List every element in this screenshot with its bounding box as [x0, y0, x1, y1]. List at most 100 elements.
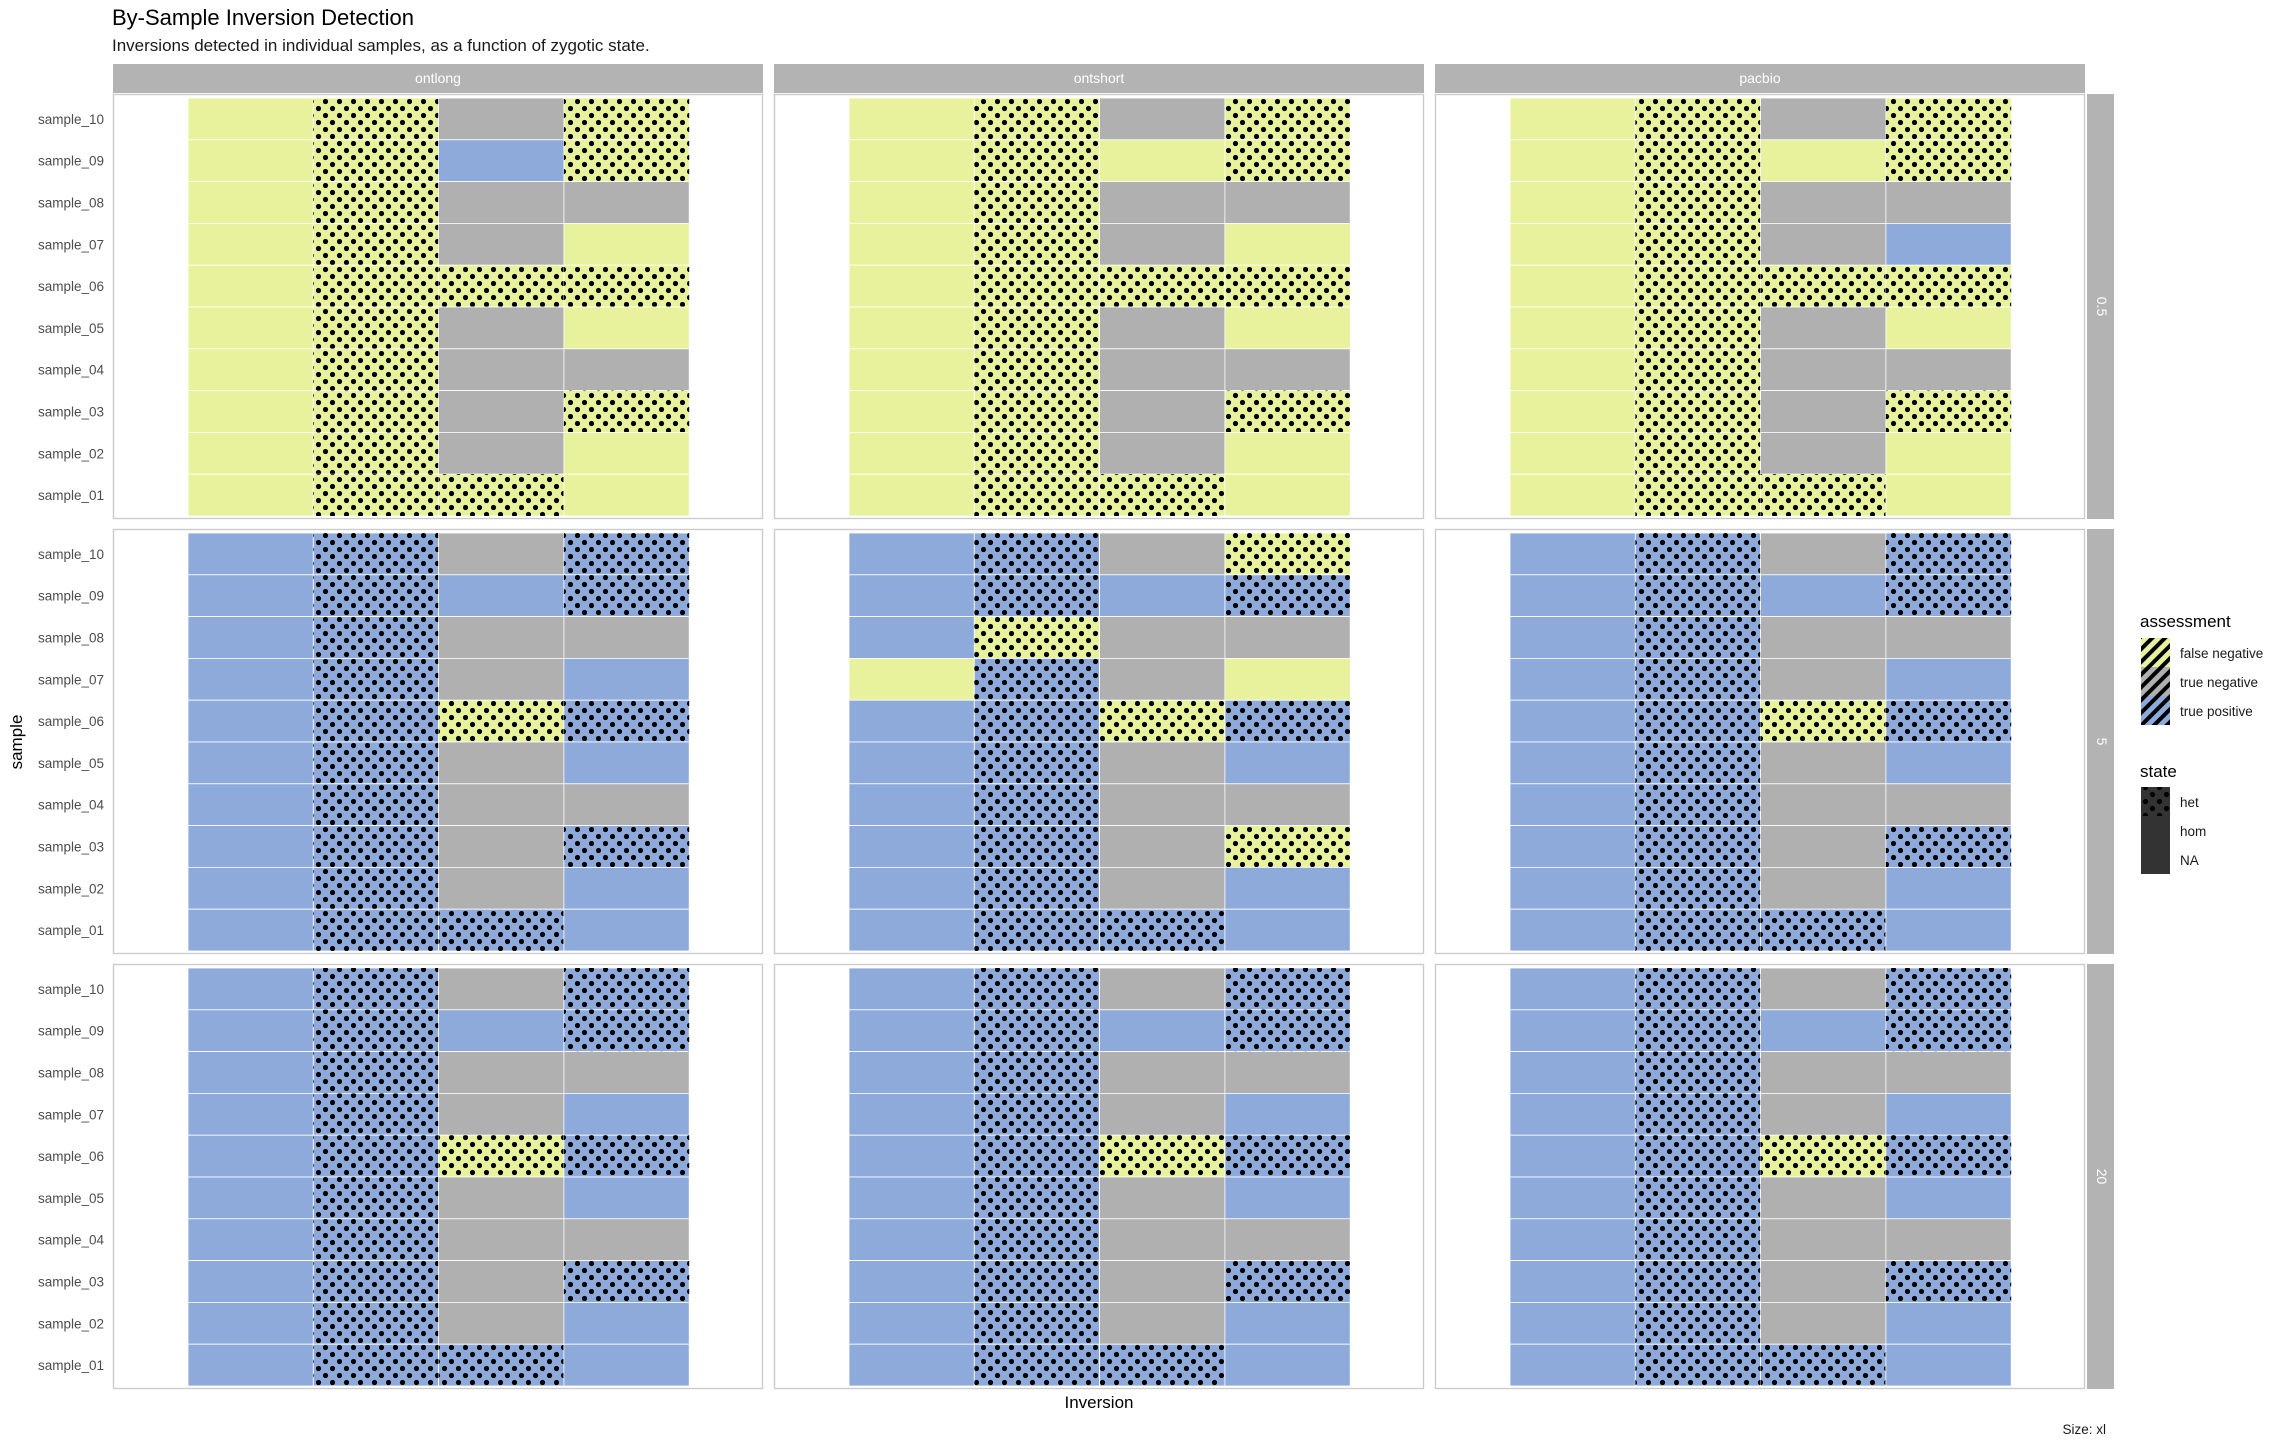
tile-ontshort-20-sample_08-inv1	[848, 1051, 975, 1094]
tile-ontshort-20-sample_01-inv1	[848, 1343, 975, 1387]
tile-het-pattern	[313, 432, 439, 475]
tile-het-pattern	[974, 783, 1100, 826]
tile-het-pattern	[974, 181, 1100, 224]
tile-ontshort-5-sample_03-inv1	[848, 825, 975, 868]
tile-het-pattern	[1760, 909, 1886, 951]
strip-label-0.5: 0.5	[2094, 297, 2110, 317]
tile-pacbio-20-sample_03-inv1	[1509, 1260, 1636, 1303]
tile-ontshort-0.5-sample_04-inv4	[1224, 348, 1351, 391]
tile-het-pattern	[313, 348, 439, 391]
legend-title-assessment: assessment	[2140, 612, 2231, 631]
tile-ontshort-5-sample_09-inv3	[1099, 574, 1226, 617]
tile-pacbio-20-sample_07-inv4	[1885, 1093, 2012, 1136]
tile-pacbio-0.5-sample_09-inv1	[1509, 139, 1636, 183]
tile-ontshort-0.5-sample_03-inv3	[1099, 390, 1226, 433]
tile-het-pattern	[974, 1009, 1100, 1052]
tile-ontlong-0.5-sample_08-inv4	[563, 181, 690, 224]
tile-ontlong-5-sample_04-inv4	[563, 783, 690, 826]
tile-ontlong-5-sample_08-inv4	[563, 616, 690, 659]
tile-pacbio-20-sample_05-inv4	[1885, 1176, 2012, 1220]
tile-pacbio-20-sample_02-inv4	[1885, 1302, 2012, 1345]
tile-ontlong-0.5-sample_05-inv4	[563, 306, 690, 350]
tile-het-pattern	[1885, 700, 2012, 742]
tile-het-pattern	[1885, 98, 2012, 140]
tile-ontlong-20-sample_08-inv1	[187, 1051, 314, 1094]
tile-pacbio-5-sample_07-inv1	[1509, 658, 1636, 701]
tile-ontlong-5-sample_09-inv1	[187, 574, 314, 617]
tile-het-pattern	[563, 533, 690, 575]
tile-ontshort-20-sample_10-inv1	[848, 967, 975, 1011]
tile-pacbio-0.5-sample_10-inv1	[1509, 97, 1636, 141]
tile-ontshort-20-sample_05-inv3	[1099, 1176, 1226, 1220]
tile-ontlong-20-sample_10-inv3	[438, 967, 565, 1011]
y-tick-label: sample_01	[38, 488, 104, 503]
tile-ontshort-0.5-sample_01-inv4	[1224, 473, 1351, 517]
tile-pacbio-5-sample_01-inv1	[1509, 908, 1636, 952]
tile-ontlong-5-sample_10-inv1	[187, 532, 314, 576]
tile-het-pattern	[1635, 348, 1761, 391]
legend-key-pattern	[2141, 696, 2170, 725]
y-tick-label: sample_03	[38, 840, 104, 855]
tile-ontlong-0.5-sample_02-inv3	[438, 431, 565, 475]
tile-ontlong-20-sample_08-inv3	[438, 1051, 565, 1094]
tile-ontshort-0.5-sample_08-inv3	[1099, 181, 1226, 224]
y-tick-label: sample_03	[38, 405, 104, 420]
tile-het-pattern	[974, 348, 1100, 391]
tile-ontlong-5-sample_05-inv1	[187, 741, 314, 785]
tile-het-pattern	[313, 825, 439, 868]
tile-het-pattern	[1099, 474, 1225, 516]
tile-het-pattern	[1224, 139, 1351, 182]
tile-ontlong-0.5-sample_05-inv3	[438, 306, 565, 350]
y-tick-label: sample_02	[38, 446, 104, 461]
tile-ontshort-5-sample_09-inv1	[848, 574, 975, 617]
tile-pacbio-0.5-sample_02-inv4	[1885, 431, 2012, 475]
tile-pacbio-0.5-sample_09-inv3	[1760, 139, 1887, 183]
tile-het-pattern	[1635, 432, 1761, 475]
tile-pacbio-20-sample_08-inv4	[1885, 1051, 2012, 1094]
tile-het-pattern	[1224, 825, 1351, 868]
tile-het-pattern	[563, 390, 690, 433]
tile-het-pattern	[1760, 700, 1886, 742]
tile-het-pattern	[974, 1135, 1100, 1177]
tile-pacbio-0.5-sample_02-inv3	[1760, 431, 1887, 475]
tile-ontlong-0.5-sample_03-inv3	[438, 390, 565, 433]
tile-het-pattern	[313, 1051, 439, 1094]
tile-ontshort-0.5-sample_05-inv3	[1099, 306, 1226, 350]
tile-het-pattern	[974, 1260, 1100, 1303]
tile-ontshort-0.5-sample_10-inv3	[1099, 97, 1226, 141]
tile-ontlong-20-sample_04-inv3	[438, 1218, 565, 1262]
tile-het-pattern	[313, 1009, 439, 1052]
tile-het-pattern	[1635, 223, 1761, 266]
tile-ontshort-20-sample_02-inv4	[1224, 1302, 1351, 1345]
tile-ontshort-5-sample_02-inv4	[1224, 867, 1351, 910]
tile-pacbio-0.5-sample_04-inv3	[1760, 348, 1887, 391]
tile-pacbio-20-sample_01-inv1	[1509, 1343, 1636, 1387]
tile-pacbio-5-sample_07-inv3	[1760, 658, 1887, 701]
tile-ontshort-5-sample_08-inv1	[848, 616, 975, 659]
tile-ontshort-20-sample_08-inv4	[1224, 1051, 1351, 1094]
tile-ontlong-20-sample_03-inv3	[438, 1260, 565, 1303]
legend-label-hom: hom	[2180, 824, 2206, 839]
tile-ontlong-0.5-sample_04-inv3	[438, 348, 565, 391]
tile-ontshort-0.5-sample_08-inv4	[1224, 181, 1351, 224]
tile-het-pattern	[313, 1135, 439, 1177]
tile-pacbio-20-sample_05-inv1	[1509, 1176, 1636, 1220]
tile-ontshort-20-sample_04-inv1	[848, 1218, 975, 1262]
tile-ontshort-20-sample_04-inv4	[1224, 1218, 1351, 1262]
tile-het-pattern	[974, 390, 1100, 433]
tile-het-pattern	[563, 1135, 690, 1177]
tile-het-pattern	[974, 307, 1100, 349]
tile-ontlong-0.5-sample_04-inv4	[563, 348, 690, 391]
tile-het-pattern	[313, 1093, 439, 1136]
tile-ontlong-20-sample_10-inv1	[187, 967, 314, 1011]
tile-pacbio-20-sample_01-inv4	[1885, 1343, 2012, 1387]
tile-ontshort-0.5-sample_01-inv1	[848, 473, 975, 517]
tile-het-pattern	[1224, 574, 1351, 617]
tile-pacbio-5-sample_03-inv3	[1760, 825, 1887, 868]
tile-ontshort-20-sample_09-inv1	[848, 1009, 975, 1052]
y-tick-label: sample_07	[38, 237, 104, 252]
y-tick-label: sample_09	[38, 1024, 104, 1039]
tile-ontshort-5-sample_07-inv3	[1099, 658, 1226, 701]
tile-het-pattern	[974, 98, 1100, 140]
y-tick-label: sample_07	[38, 672, 104, 687]
